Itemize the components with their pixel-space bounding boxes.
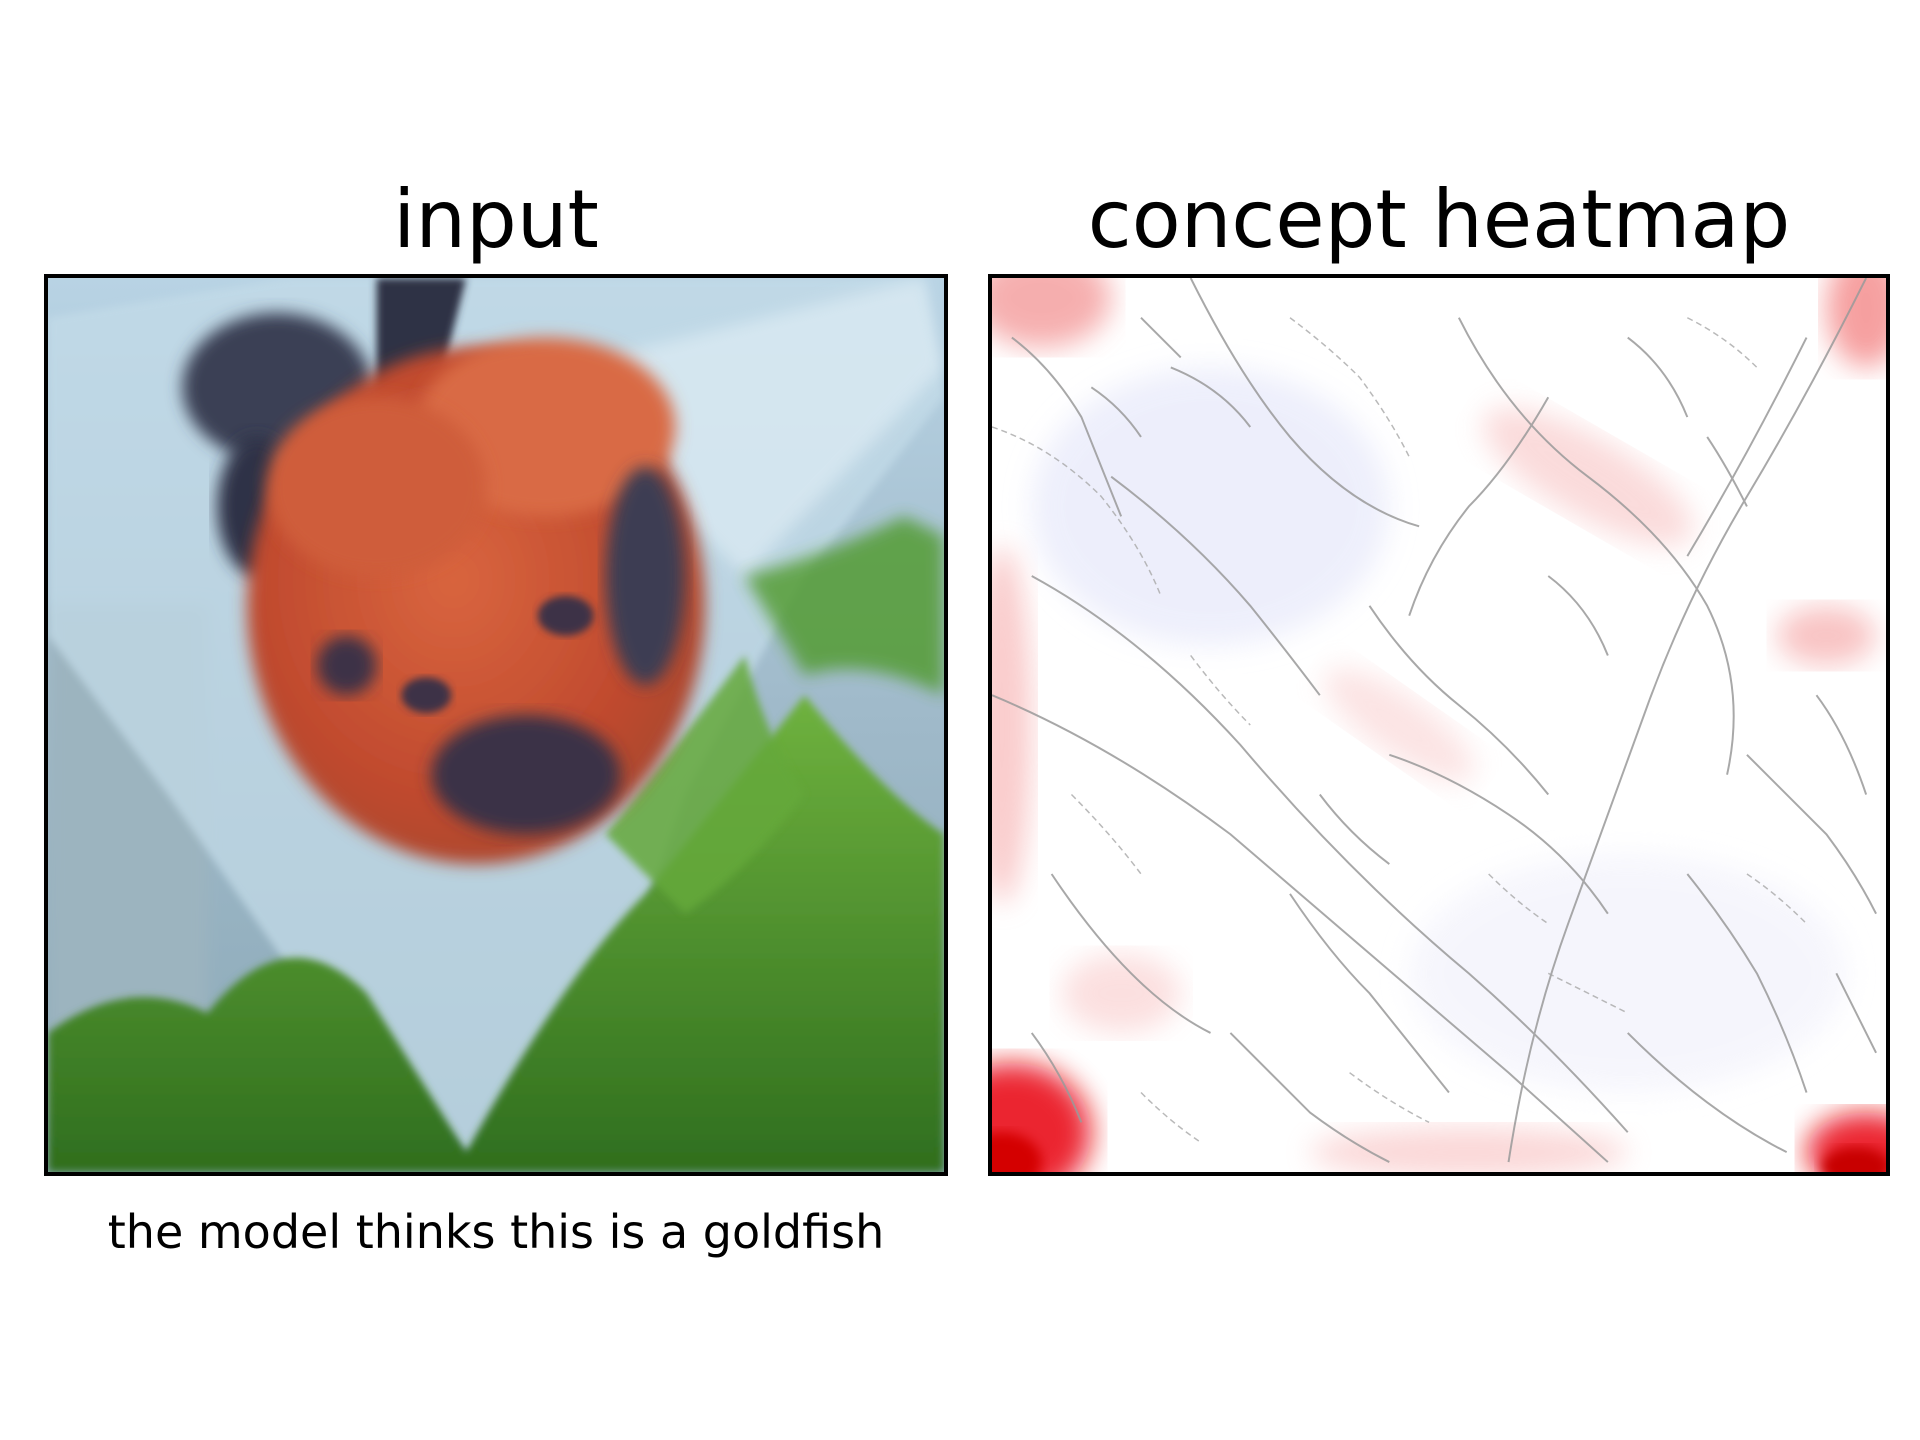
edge-outlines bbox=[992, 278, 1877, 1163]
concept-heatmap bbox=[988, 274, 1890, 1176]
prediction-caption: the model thinks this is a goldfish bbox=[107, 1205, 885, 1259]
goldfish-photo bbox=[48, 278, 944, 1172]
input-image bbox=[44, 274, 948, 1176]
input-panel-title: input bbox=[393, 173, 599, 266]
heatmap-panel-title: concept heatmap bbox=[1087, 173, 1791, 266]
heatmap-image bbox=[992, 278, 1886, 1172]
